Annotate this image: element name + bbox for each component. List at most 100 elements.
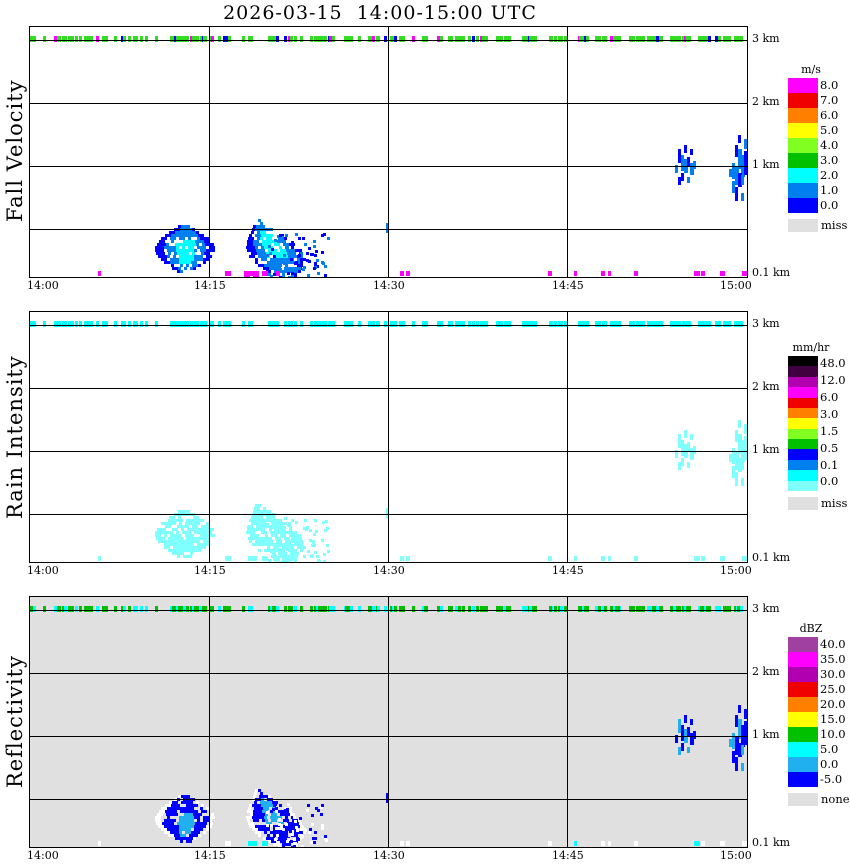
data-cell [197,819,200,822]
data-cell [321,251,324,254]
data-cell [704,606,707,612]
data-cell [564,606,567,612]
data-cell [298,840,301,843]
data-cell [258,828,261,831]
data-cell [268,606,271,612]
data-cell [289,830,292,833]
data-cell [687,462,690,468]
data-cell [276,606,279,612]
data-cell [177,549,180,552]
data-cell [258,789,261,792]
data-cell [192,537,195,540]
data-cell [289,807,292,810]
data-cell [187,813,190,816]
data-cell [164,534,167,537]
data-cell [291,544,294,547]
data-cell [259,510,262,513]
data-cell [283,555,286,558]
data-cell [75,36,78,42]
data-cell [186,555,189,558]
data-cell [308,260,311,263]
data-cell [300,252,303,255]
colorbar-level-label: 6.0 [820,390,839,405]
data-cell [283,813,286,816]
data-cell [715,606,718,612]
data-cell [274,840,277,843]
data-cell [170,531,173,534]
data-cell [315,807,318,810]
data-cell [209,606,212,612]
data-cell [321,321,324,327]
data-cell [173,522,176,525]
data-cell [285,823,288,826]
data-cell [248,36,251,42]
data-cell [182,237,185,240]
data-cell [180,606,183,612]
data-cell [267,261,270,264]
data-cell [278,552,281,555]
data-cell [279,519,282,522]
data-cell [191,831,194,834]
data-cell [271,534,274,537]
data-cell [203,258,206,261]
data-cell [200,807,203,810]
data-cell [390,321,393,327]
data-cell [306,526,309,529]
data-cell [271,240,274,243]
data-cell [189,549,192,552]
data-cell [270,810,273,813]
data-cell [185,522,188,525]
data-cell [196,321,199,327]
data-cell [276,519,279,522]
time-tick-label: 14:00 [27,849,59,862]
colorbar-swatch [788,356,818,367]
colorbar-swatch [788,407,818,419]
data-cell [284,522,287,525]
data-cell [455,321,458,327]
data-cell [71,321,74,327]
data-cell [318,321,321,327]
data-cell [332,36,335,42]
data-cell [729,739,732,747]
data-cell [64,36,67,42]
data-cell [172,36,175,42]
data-cell [193,813,196,816]
data-cell [252,255,255,258]
data-cell [278,541,281,544]
data-cell [313,841,316,844]
data-cell [281,822,284,825]
data-cell [687,442,690,452]
data-cell [422,606,425,612]
data-cell [203,606,206,612]
data-cell [300,828,303,831]
data-cell [690,733,694,745]
altitude-tick-label: 0.1 km [752,836,791,849]
data-cell [282,558,285,561]
data-cell [184,801,187,804]
data-cell [183,234,186,237]
data-cell [282,545,285,548]
data-cell [260,801,263,804]
data-cell [195,519,198,522]
data-cell [175,528,178,531]
data-cell [294,262,297,265]
data-cell [166,813,169,816]
colorbar-swatch [788,198,818,213]
data-cell [289,270,292,273]
data-cell [485,606,488,612]
data-cell [278,823,281,826]
data-cell [192,36,195,42]
data-cell [274,555,277,558]
data-cell [706,321,709,327]
data-cell [300,264,303,267]
data-cell [294,828,297,831]
data-cell [223,321,226,327]
data-cell [206,534,209,537]
data-cell [173,819,176,822]
data-cell [260,792,263,795]
data-cell [194,606,197,612]
data-cell [700,36,703,42]
data-cell [285,558,288,561]
data-cell [673,321,676,327]
data-cell [260,807,263,810]
